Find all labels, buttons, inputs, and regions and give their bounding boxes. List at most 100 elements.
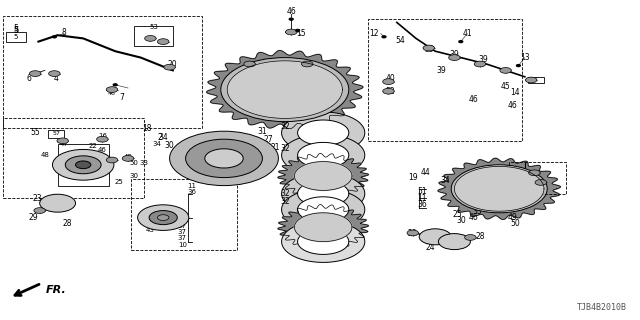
Text: TJB4B2010B: TJB4B2010B bbox=[577, 303, 627, 312]
Text: 38: 38 bbox=[88, 160, 97, 166]
Circle shape bbox=[529, 170, 540, 176]
Text: 56: 56 bbox=[516, 168, 527, 177]
Circle shape bbox=[438, 234, 470, 250]
Text: 28: 28 bbox=[63, 220, 72, 228]
Text: 46: 46 bbox=[468, 176, 479, 185]
Text: FR.: FR. bbox=[46, 284, 67, 295]
Text: 2: 2 bbox=[490, 168, 495, 177]
Polygon shape bbox=[298, 181, 349, 206]
Circle shape bbox=[145, 36, 156, 41]
Circle shape bbox=[244, 61, 255, 67]
Text: 47: 47 bbox=[516, 178, 527, 187]
Text: 57: 57 bbox=[52, 131, 60, 136]
Circle shape bbox=[419, 229, 451, 245]
Circle shape bbox=[500, 68, 511, 73]
Text: 44: 44 bbox=[420, 168, 431, 177]
Circle shape bbox=[34, 208, 45, 213]
Circle shape bbox=[157, 215, 169, 220]
Circle shape bbox=[237, 66, 333, 114]
Text: 44: 44 bbox=[181, 170, 190, 176]
Text: 55: 55 bbox=[30, 128, 40, 137]
Text: 24: 24 bbox=[425, 244, 435, 252]
Text: 45: 45 bbox=[500, 82, 511, 91]
Text: 41: 41 bbox=[462, 29, 472, 38]
Polygon shape bbox=[282, 173, 365, 214]
Circle shape bbox=[285, 29, 297, 35]
Text: 9: 9 bbox=[148, 210, 153, 216]
Text: 47: 47 bbox=[165, 212, 174, 217]
Circle shape bbox=[113, 84, 117, 86]
Circle shape bbox=[272, 83, 298, 96]
Text: 42: 42 bbox=[251, 61, 261, 70]
Circle shape bbox=[481, 180, 517, 198]
Circle shape bbox=[97, 136, 108, 142]
Circle shape bbox=[52, 36, 56, 38]
Text: 51: 51 bbox=[244, 164, 255, 172]
Text: 37: 37 bbox=[178, 229, 187, 235]
Text: 39: 39 bbox=[449, 50, 460, 59]
Polygon shape bbox=[298, 120, 349, 146]
Text: 5: 5 bbox=[13, 26, 19, 35]
Polygon shape bbox=[278, 153, 369, 199]
Text: 30: 30 bbox=[164, 141, 175, 150]
Text: 27: 27 bbox=[264, 135, 274, 144]
Text: 8: 8 bbox=[61, 28, 67, 36]
Circle shape bbox=[40, 194, 76, 212]
Circle shape bbox=[465, 235, 476, 240]
Text: 39: 39 bbox=[424, 45, 434, 54]
Text: 32: 32 bbox=[280, 197, 290, 206]
Text: 46: 46 bbox=[286, 7, 296, 16]
Text: 31: 31 bbox=[257, 127, 268, 136]
Polygon shape bbox=[298, 229, 349, 254]
Text: 5: 5 bbox=[14, 34, 18, 40]
Text: 46: 46 bbox=[318, 68, 328, 76]
Circle shape bbox=[149, 211, 177, 225]
Text: 11: 11 bbox=[188, 183, 196, 188]
Text: 51: 51 bbox=[417, 188, 428, 196]
Polygon shape bbox=[282, 189, 365, 230]
Circle shape bbox=[525, 77, 537, 83]
Text: 40: 40 bbox=[385, 74, 396, 83]
Text: 34: 34 bbox=[440, 176, 450, 185]
Text: 1: 1 bbox=[314, 104, 319, 113]
Text: 37: 37 bbox=[178, 236, 187, 241]
Text: 18: 18 bbox=[143, 124, 152, 132]
Circle shape bbox=[383, 88, 394, 94]
Text: 49: 49 bbox=[124, 154, 132, 160]
Text: 22: 22 bbox=[88, 143, 97, 148]
Circle shape bbox=[451, 165, 547, 213]
Polygon shape bbox=[298, 142, 349, 168]
Text: 29: 29 bbox=[28, 213, 38, 222]
Circle shape bbox=[459, 41, 463, 43]
Text: 21: 21 bbox=[271, 143, 280, 152]
Text: 46: 46 bbox=[98, 148, 107, 153]
Circle shape bbox=[170, 131, 278, 186]
Circle shape bbox=[474, 61, 486, 67]
Circle shape bbox=[516, 65, 520, 67]
Text: 13: 13 bbox=[520, 53, 530, 62]
Circle shape bbox=[492, 185, 507, 193]
Circle shape bbox=[186, 139, 262, 178]
Text: 36: 36 bbox=[188, 189, 196, 195]
Text: 6: 6 bbox=[26, 74, 31, 83]
Circle shape bbox=[29, 71, 41, 76]
Circle shape bbox=[296, 29, 300, 31]
Text: 33: 33 bbox=[140, 160, 148, 166]
Polygon shape bbox=[282, 112, 365, 154]
Circle shape bbox=[253, 74, 317, 106]
Circle shape bbox=[205, 149, 243, 168]
Circle shape bbox=[138, 205, 189, 230]
Text: 39: 39 bbox=[436, 66, 447, 75]
Text: 12: 12 bbox=[370, 29, 379, 38]
Polygon shape bbox=[282, 221, 365, 262]
Text: 5: 5 bbox=[13, 24, 19, 33]
Text: 36: 36 bbox=[417, 200, 428, 209]
Circle shape bbox=[289, 18, 293, 20]
Text: 39: 39 bbox=[478, 55, 488, 64]
Circle shape bbox=[49, 71, 60, 76]
Circle shape bbox=[535, 180, 547, 185]
Text: 4: 4 bbox=[53, 74, 58, 83]
Circle shape bbox=[76, 161, 91, 169]
Text: 35: 35 bbox=[302, 87, 312, 96]
Circle shape bbox=[423, 45, 435, 51]
